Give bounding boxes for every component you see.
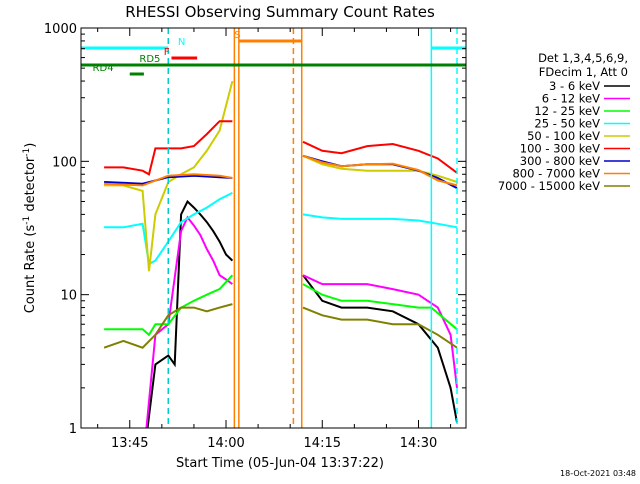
flag-label-f: F [164, 47, 170, 58]
series-line-4-seg-2 [302, 213, 458, 229]
series-line-1-seg-2 [302, 274, 458, 423]
x-axis-label: Start Time (05-Jun-04 13:37:22) [176, 456, 384, 471]
legend-label-7: 300 - 800 keV [520, 154, 600, 168]
legend-label-9: 7000 - 15000 keV [498, 179, 600, 193]
y-axis-label-sup1: -1 [22, 216, 32, 225]
y-axis-label-end: ) [23, 143, 38, 148]
chart-title: RHESSI Observing Summary Count Rates [125, 3, 435, 21]
flag-label-s: S [234, 30, 240, 41]
y-tick-label-4: 1000 [44, 22, 77, 37]
y-tick-label-2: 10 [60, 289, 77, 304]
flags-layer: N S F RD5 RD4 [81, 30, 466, 76]
legend-header-1: Det 1,3,4,5,6,9, [538, 51, 628, 65]
legend-label-2: 6 - 12 keV [542, 92, 600, 106]
series-line-1-seg-1 [146, 199, 234, 428]
series-line-2-seg-2 [302, 274, 458, 389]
flag-label-rd5: RD5 [139, 54, 160, 65]
legend-label-4: 25 - 50 keV [534, 117, 600, 131]
legend-label-1: 3 - 6 keV [549, 79, 600, 93]
legend-label-6: 100 - 300 keV [520, 142, 600, 156]
flag-label-n: N [178, 37, 185, 48]
series-line-8-seg-2 [302, 154, 458, 187]
plot-frame [80, 27, 467, 429]
series-line-6-seg-2 [302, 140, 458, 174]
series-line-7-seg-1 [104, 174, 233, 185]
x-tick-label-1: 13:45 [111, 436, 148, 451]
y-axis-label-sup2: -1 [22, 148, 32, 157]
series-line-5-seg-2 [302, 154, 458, 183]
vertical-lines-layer [167, 28, 458, 428]
series-line-8-seg-1 [104, 173, 233, 187]
y-axis-label: Count Rate (s-1 detector-1) [22, 143, 38, 314]
series-line-9-seg-1 [103, 303, 233, 349]
series-line-3-seg-2 [302, 283, 458, 331]
x-tick-label-4: 14:30 [400, 436, 437, 451]
legend-label-8: 800 - 7000 keV [512, 167, 600, 181]
series-line-3-seg-1 [104, 274, 234, 337]
legend-label-5: 50 - 100 keV [527, 129, 600, 143]
flag-label-rd4: RD4 [93, 63, 114, 74]
y-tick-label-1: 1 [69, 422, 77, 437]
legend: Det 1,3,4,5,6,9,FDecim 1, Att 03 - 6 keV… [498, 51, 630, 193]
series-line-9-seg-2 [302, 306, 458, 349]
legend-header-2: FDecim 1, Att 0 [539, 65, 628, 79]
x-tick-label-2: 14:00 [207, 436, 244, 451]
timestamp: 18-Oct-2021 03:48 [560, 469, 636, 478]
legend-label-3: 12 - 25 keV [534, 104, 600, 118]
y-tick-label-3: 100 [52, 155, 77, 170]
axes-layer: 13:45 14:00 14:15 14:30 1 10 100 1000 [44, 22, 466, 451]
y-axis-label-mid: detector [23, 156, 38, 216]
x-tick-label-3: 14:15 [304, 436, 341, 451]
y-axis-label-main: Count Rate (s [23, 225, 38, 314]
